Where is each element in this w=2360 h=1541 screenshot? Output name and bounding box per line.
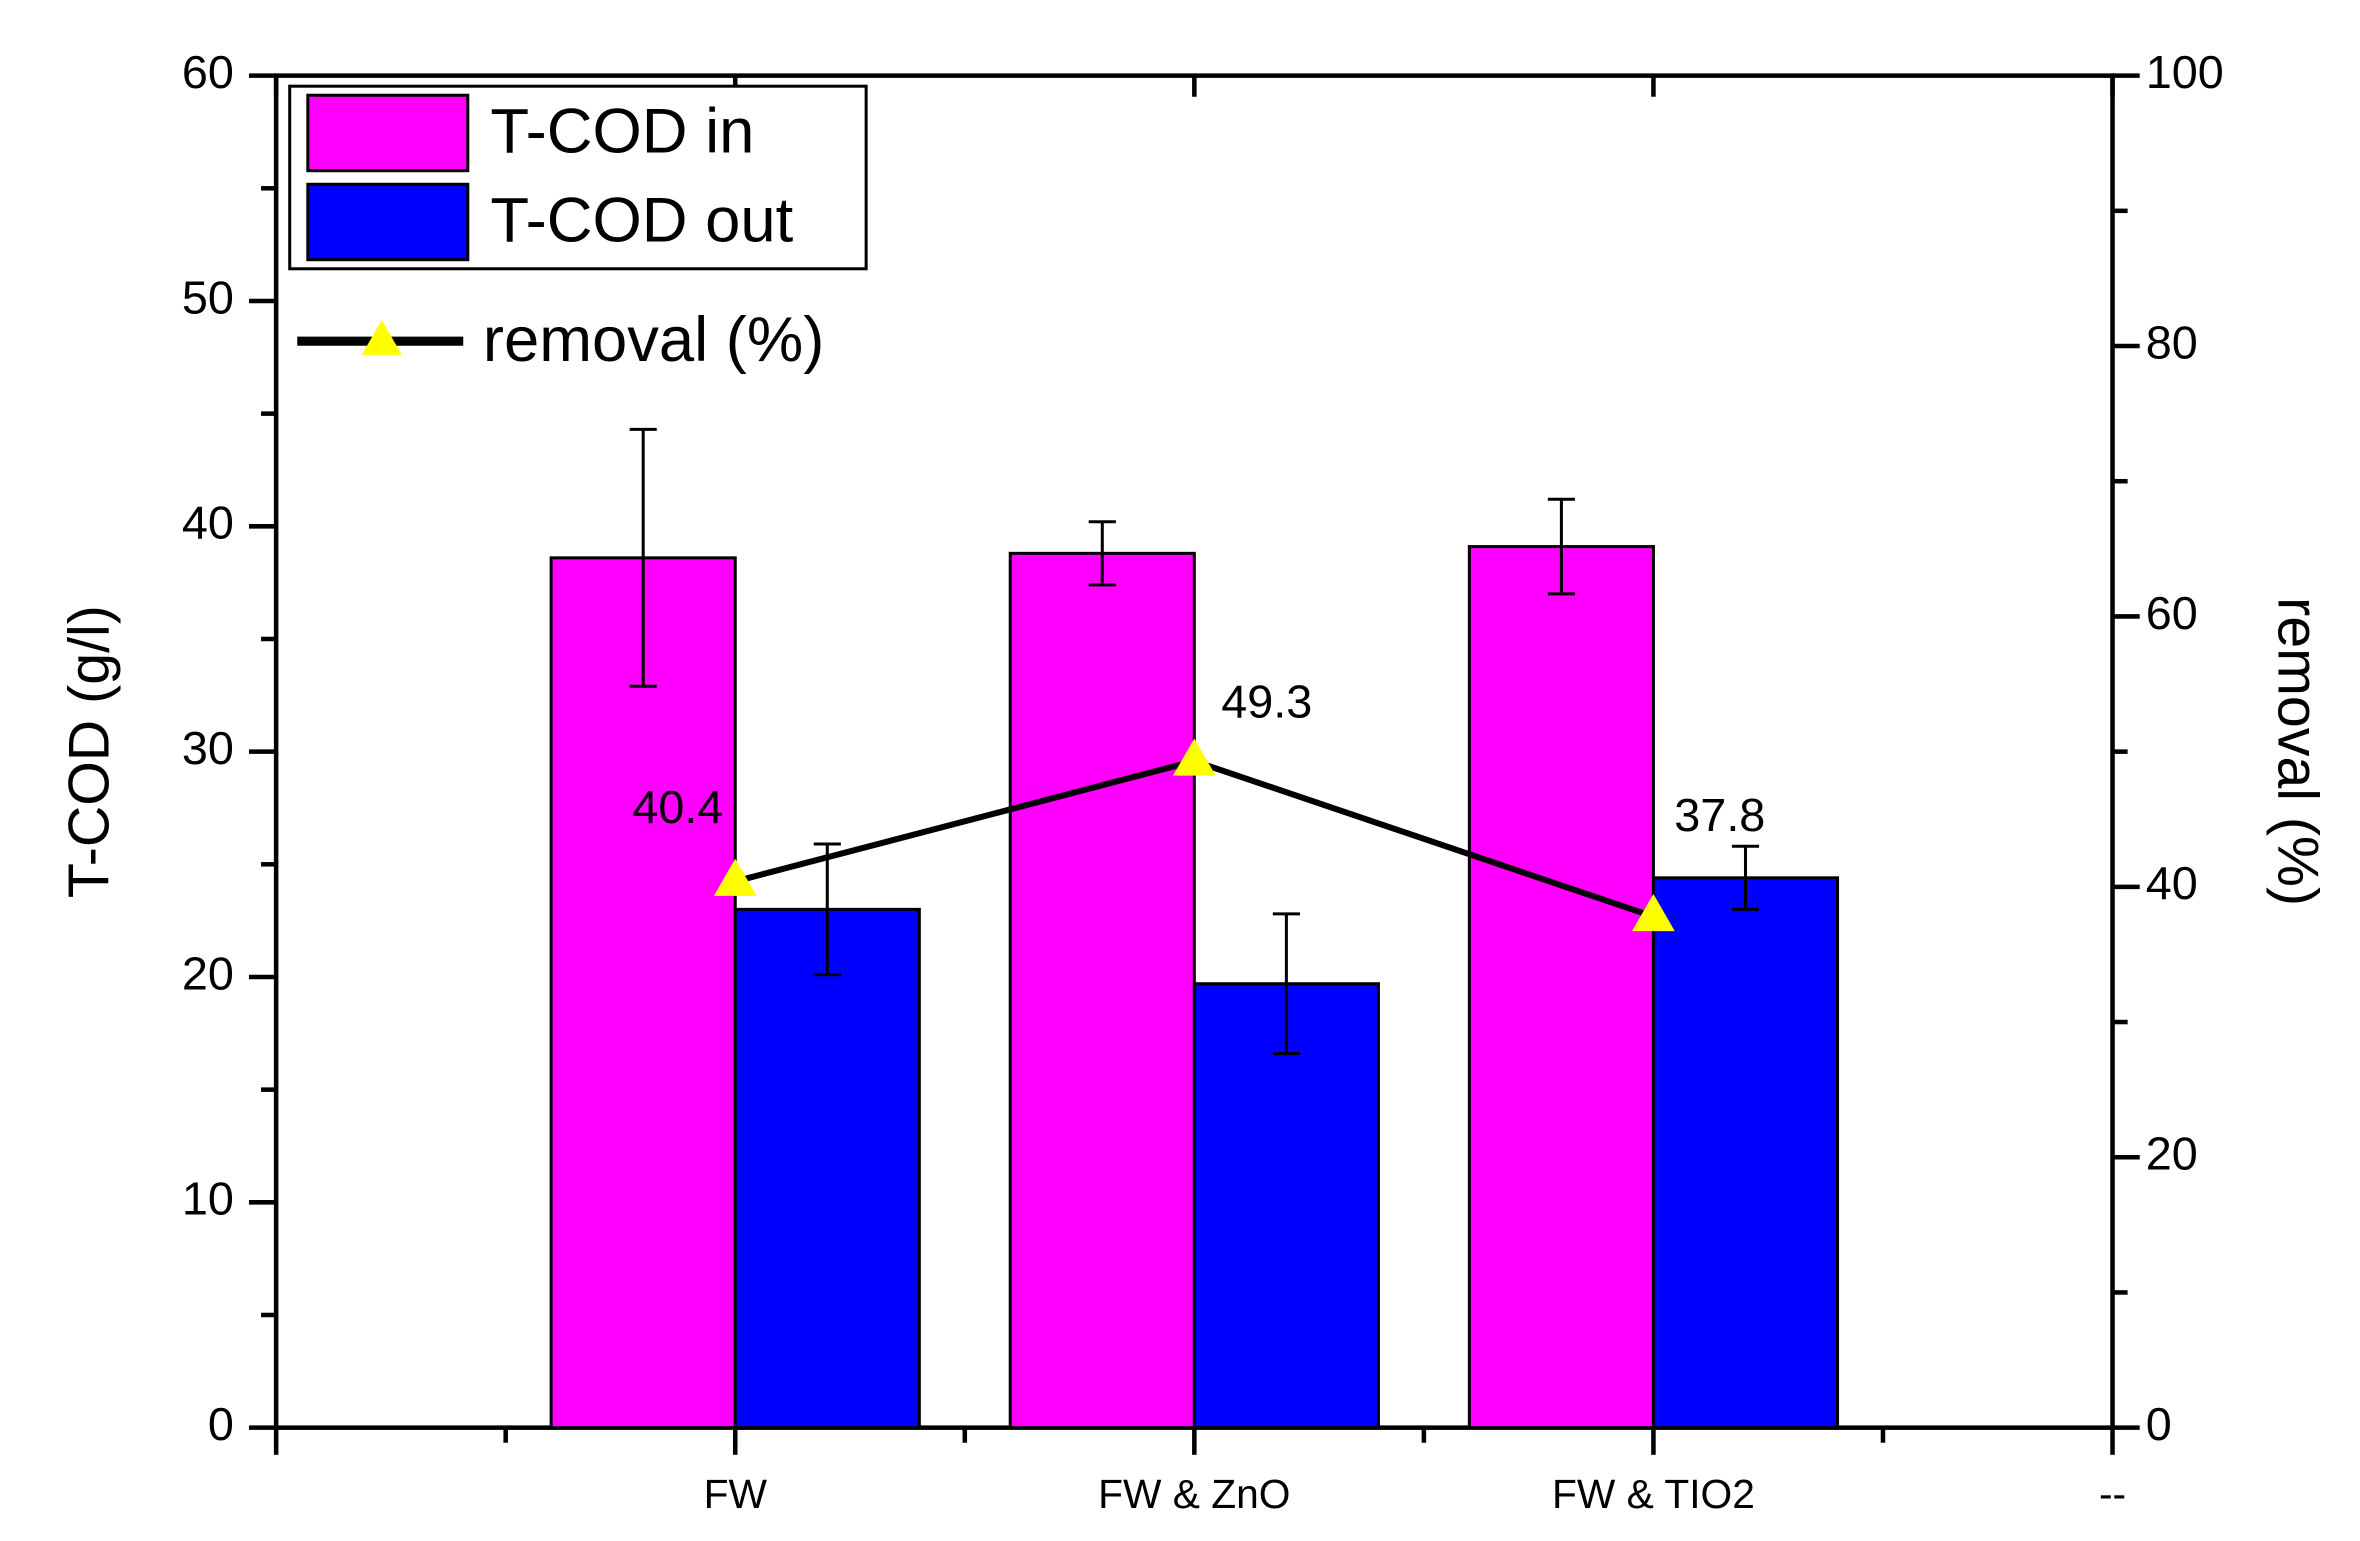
- error-bar: [1731, 844, 1760, 911]
- legend-label: T-COD out: [490, 186, 793, 256]
- y-tick-label: 0: [208, 1398, 234, 1450]
- y-tick-label: 20: [182, 947, 234, 999]
- legend-marker: [361, 320, 402, 355]
- error-bar: [629, 427, 657, 688]
- legend-swatch: [306, 93, 470, 173]
- marker: [1172, 738, 1216, 776]
- bar: [1192, 982, 1380, 1430]
- bar: [1008, 551, 1196, 1430]
- error-bar: [813, 842, 841, 977]
- x-tick-label: FW & ZnO: [1098, 1471, 1290, 1517]
- bar: [1467, 545, 1655, 1430]
- error-bar: [1088, 520, 1116, 587]
- marker: [1632, 893, 1675, 932]
- legend-label: T-COD in: [490, 97, 754, 167]
- legend-label: removal (%): [483, 305, 825, 375]
- y-tick-label: 30: [182, 722, 234, 774]
- y-tick-label: 60: [182, 46, 234, 98]
- y-tick-label: 10: [182, 1173, 234, 1225]
- y2-tick-label: 40: [2146, 857, 2198, 909]
- y2-tick-label: 60: [2146, 587, 2198, 639]
- error-bar: [1547, 497, 1575, 596]
- y-tick-label: 50: [182, 271, 234, 323]
- y-tick-label: 40: [182, 497, 234, 549]
- y2-axis-title: removal (%): [2265, 597, 2329, 906]
- bar: [1651, 876, 1840, 1430]
- data-label: 40.4: [632, 781, 723, 833]
- bar: [733, 907, 921, 1430]
- error-bar: [1272, 912, 1300, 1056]
- y-axis-title: T-COD (g/l): [58, 605, 122, 898]
- marker: [713, 858, 757, 896]
- x-tick-label: --: [2099, 1471, 2126, 1517]
- x-tick-label: FW & TIO2: [1552, 1471, 1755, 1517]
- data-label: 49.3: [1221, 676, 1312, 728]
- legend-swatch: [306, 182, 470, 262]
- y2-tick-label: 80: [2146, 316, 2198, 368]
- y2-tick-label: 100: [2146, 46, 2224, 98]
- y2-tick-label: 20: [2146, 1128, 2198, 1180]
- data-label: 37.8: [1674, 789, 1765, 841]
- y2-tick-label: 0: [2146, 1398, 2172, 1450]
- x-tick-label: FW: [704, 1471, 768, 1517]
- bar: [549, 556, 737, 1430]
